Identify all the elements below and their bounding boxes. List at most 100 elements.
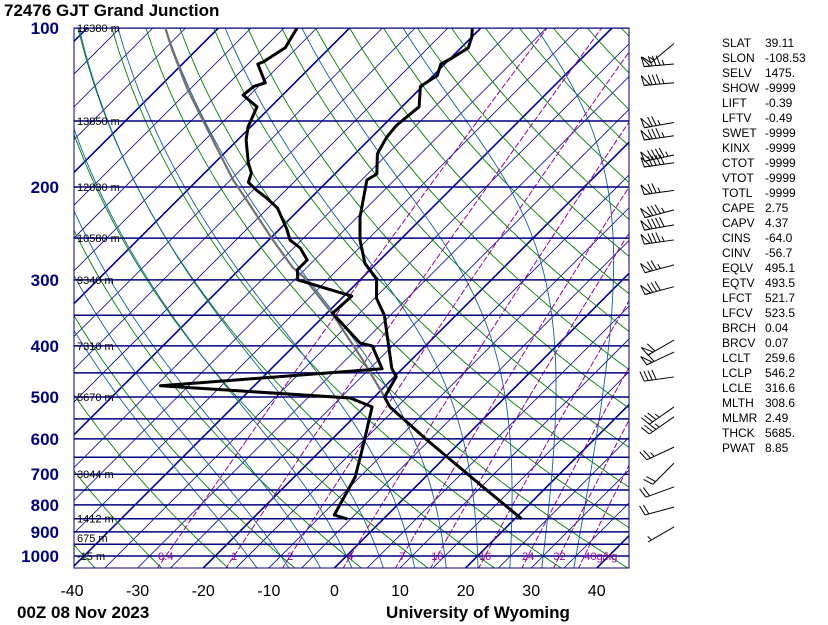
parameter-value: 8.85 (765, 441, 789, 455)
wind-barb (640, 351, 675, 366)
wind-barb (640, 217, 675, 231)
temperature-line (358, 28, 523, 521)
dry-adiabat-line (74, 470, 163, 568)
parameter-row: BRCH 0.04 (722, 321, 806, 336)
moist-adiabat-line (74, 274, 290, 568)
wind-barb (639, 369, 675, 382)
dry-adiabat-line (74, 229, 363, 568)
parameter-value: 4.37 (765, 216, 789, 230)
dry-adiabat-line (74, 544, 96, 568)
isotherm-line (333, 272, 629, 568)
parcel-line (164, 28, 523, 520)
parameter-key: LFTV (722, 111, 752, 125)
temperature-tick-label: 10 (391, 583, 409, 600)
mixing-ratio-label: 10 (431, 551, 443, 563)
parameter-row: MLTH 308.6 (722, 396, 806, 411)
parameter-key: VTOT (722, 171, 754, 185)
wind-barb (640, 128, 675, 141)
parameter-key: EQTV (722, 276, 755, 290)
parameter-row: SELV 1475. (722, 66, 806, 81)
parameter-key: TOTL (722, 186, 753, 200)
isotherm-line (268, 207, 629, 568)
dry-adiabat-line (74, 133, 429, 568)
moist-adiabat-line (74, 209, 321, 568)
parameter-key: LCLT (722, 351, 751, 365)
wind-barb (640, 406, 675, 425)
parameter-value: 259.6 (765, 351, 796, 365)
parameter-key: CAPE (722, 201, 755, 215)
profiles (158, 28, 523, 521)
parameter-key: LCLP (722, 366, 753, 380)
parameter-row: LCLP 546.2 (722, 366, 806, 381)
parameter-key: THCK (722, 426, 755, 440)
height-label: 5670 m (77, 392, 114, 404)
temperature-tick-label: 20 (457, 583, 475, 600)
parameter-value: -64.0 (765, 231, 793, 245)
parameter-key: BRCV (722, 336, 756, 350)
isotherm-line (497, 436, 629, 568)
isotherm-line (74, 28, 449, 403)
parameter-value: 1475. (765, 66, 796, 80)
temperature-tick-label: 40 (588, 583, 606, 600)
parameter-row: CAPE 2.75 (722, 201, 806, 216)
isotherm-line (0, 28, 22, 569)
pressure-tick-label: 100 (31, 19, 59, 38)
height-label: 10580 m (77, 233, 120, 245)
parameter-value: 521.7 (765, 291, 796, 305)
parameter-key: LFCT (722, 291, 752, 305)
parameter-row: EQLV 495.1 (722, 261, 806, 276)
parameter-key: EQLV (722, 261, 754, 275)
parameter-value: 308.6 (765, 396, 796, 410)
parameter-value: -9999 (765, 156, 796, 170)
pressure-tick-label: 700 (31, 465, 59, 484)
dry-adiabat-line (74, 394, 229, 568)
parameter-row: SWET -9999 (722, 126, 806, 141)
parameter-key: BRCH (722, 321, 757, 335)
wind-barb (640, 183, 675, 196)
isotherm-line (432, 371, 629, 568)
parameter-row: TOTL -9999 (722, 186, 806, 201)
wind-barb (640, 116, 675, 129)
isotherm-line (74, 28, 121, 75)
isotherm-line (137, 76, 629, 568)
parameter-value: -108.53 (765, 51, 806, 65)
isotherm-line (74, 28, 613, 568)
isotherm-line (74, 28, 351, 305)
mixing-ratio-line (342, 121, 629, 568)
parameter-value: 0.04 (765, 321, 789, 335)
isotherm-line (464, 403, 629, 568)
dry-adiabat-line (247, 28, 629, 448)
isotherm-line (74, 28, 416, 370)
station-title: 72476 GJT Grand Junction (4, 1, 219, 20)
isotherm-line (74, 28, 482, 436)
parameter-value: -9999 (765, 171, 796, 185)
wind-barb (640, 339, 675, 356)
mixing-ratio-labels: 0.4 1 2 4 7 10 16 24 32 40g/kg (158, 551, 617, 563)
isotherm-line (74, 28, 547, 501)
parameter-value: 523.5 (765, 306, 796, 320)
mixing-ratio-label: 1 (231, 551, 237, 563)
parameter-value: -0.39 (765, 96, 793, 110)
isotherm-line (366, 305, 629, 568)
parameter-value: -9999 (765, 81, 796, 95)
pressure-tick-label: 1000 (21, 547, 59, 566)
mixing-ratio-label: 7 (399, 551, 405, 563)
pressure-tick-label: 300 (31, 271, 59, 290)
isotherm-line (104, 43, 629, 568)
wind-barb (647, 526, 675, 543)
parameter-key: KINX (722, 141, 751, 155)
mixing-ratio-label: 4 (347, 551, 353, 563)
parameter-row: THCK 5685. (722, 426, 806, 441)
wind-barbs (639, 43, 675, 543)
isotherm-line (0, 28, 54, 569)
isotherm-line (74, 28, 383, 337)
parameter-value: 546.2 (765, 366, 796, 380)
isotherm-line (74, 28, 514, 469)
mixing-ratio-label: 2 (287, 551, 293, 563)
parameter-value: 5685. (765, 426, 796, 440)
parameter-key: CINS (722, 231, 751, 245)
parameter-key: LIFT (722, 96, 747, 110)
dry-adiabat-line (349, 28, 629, 332)
wind-barb (639, 486, 675, 498)
temperature-tick-label: 0 (330, 583, 339, 600)
